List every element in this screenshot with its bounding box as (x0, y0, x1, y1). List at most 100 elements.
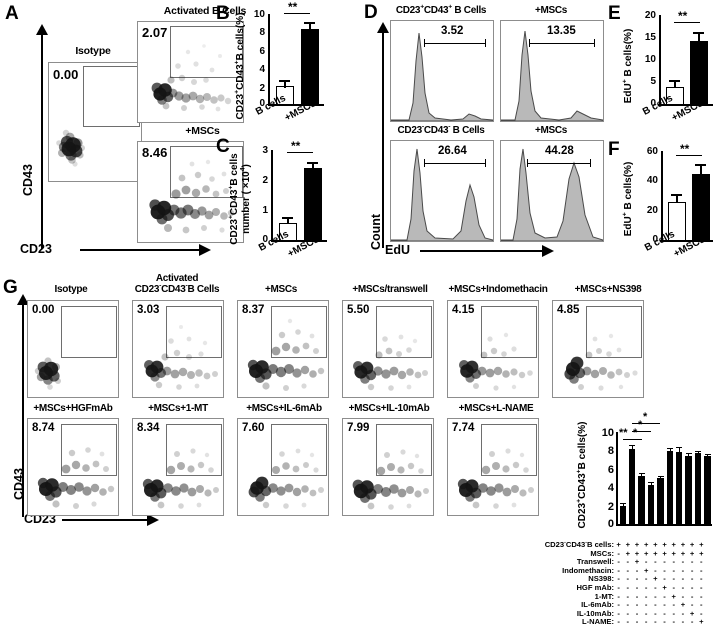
matrix-cell: + (680, 600, 686, 610)
matrix-cell: - (644, 608, 648, 618)
matrix-cell: - (700, 608, 703, 618)
panel-d-plot-1[interactable]: 13.35 (500, 20, 604, 122)
matrix-cell: - (672, 574, 675, 584)
matrix-cell: - (626, 565, 630, 575)
panel-g-plot-transwell[interactable]: 5.50 (342, 300, 434, 398)
errorbar-cap (704, 454, 711, 456)
panel-g-plot-indomethacin[interactable]: 4.15 (447, 300, 539, 398)
errorbar (660, 475, 662, 479)
panel-g-plot-ns398[interactable]: 4.85 (552, 300, 644, 398)
bar (675, 451, 683, 525)
panel-a-plot-1[interactable]: 2.07 (137, 21, 244, 123)
matrix-cell: + (671, 548, 676, 558)
matrix-cell: - (654, 557, 657, 567)
matrix-cell: + (653, 574, 658, 584)
panel-g-tick-10: 10 (601, 427, 614, 439)
matrix-cell: - (654, 600, 657, 610)
matrix-row-label: IL-6mAb: (581, 600, 614, 610)
panel-d-plot-1-title: +MSCs (534, 5, 568, 16)
panel-g-r1-1-value: 3.03 (137, 304, 160, 316)
errorbar-cap (620, 502, 626, 505)
matrix-row-label: MSCs: (590, 548, 614, 558)
matrix-cell: - (672, 582, 675, 592)
panel-d-plot-2-title: CD23-CD43- B Cells (397, 123, 485, 136)
matrix-cell: + (671, 591, 676, 601)
errorbar (631, 444, 634, 450)
matrix-cell: + (689, 540, 695, 549)
matrix-cell: - (681, 591, 685, 601)
panel-c-significance: ** (291, 139, 301, 153)
matrix-cell: - (635, 582, 639, 592)
panel-g-plot-isotype[interactable]: 0.00 (27, 300, 119, 398)
errorbar-cap (307, 162, 318, 164)
gate-region (166, 424, 222, 476)
bar (657, 477, 664, 525)
panel-letter-d: D (364, 2, 378, 23)
significance-bracket (284, 13, 310, 15)
panel-e-tick-15: 15 (644, 32, 656, 43)
gate-region (481, 306, 537, 358)
errorbar-cap (695, 164, 706, 166)
bar (694, 453, 702, 525)
matrix-cell: - (626, 600, 630, 610)
matrix-cell: - (654, 617, 657, 627)
errorbar (284, 80, 286, 88)
panel-g-sig-2: * (638, 419, 643, 431)
panel-d-plot-2-value: 26.64 (438, 145, 467, 157)
panel-g-plot-mscs[interactable]: 8.37 (237, 300, 329, 398)
panel-f-significance: ** (680, 142, 690, 156)
matrix-cell: - (663, 617, 666, 627)
panel-g-r1-4-title: +MSCs+Indomethacin (448, 284, 548, 295)
panel-g-condition-matrix: CD23-CD43-B cells: + + + + + + + + + + MSCs: - + + + + +… (524, 540, 715, 627)
panel-d-plot-3[interactable]: 44.28 (500, 140, 604, 242)
matrix-cell: - (617, 608, 620, 618)
matrix-cell: - (635, 591, 639, 601)
panel-g-r2-3-title: +MSCs+IL-10mAb (348, 403, 430, 414)
bar (628, 449, 636, 525)
panel-a-xaxis-label: CD23 (20, 242, 52, 256)
matrix-cell: - (690, 557, 694, 567)
panel-g-plot-il6mab[interactable]: 7.60 (237, 418, 329, 516)
panel-d-plot-2[interactable]: 26.64 (390, 140, 494, 242)
panel-g-plot-lname[interactable]: 7.74 (447, 418, 539, 516)
panel-g-plot-activated[interactable]: 3.03 (132, 300, 224, 398)
significance-bracket (632, 423, 661, 425)
panel-g-tick-4: 4 (607, 482, 614, 495)
panel-d-plot-0[interactable]: 3.52 (390, 20, 494, 122)
errorbar-cap (629, 444, 636, 447)
matrix-cell: + (616, 540, 621, 549)
matrix-row-label: 1-MT: (594, 591, 614, 601)
gate-region (170, 146, 243, 198)
errorbar (669, 447, 671, 452)
panel-g-plot-1mt[interactable]: 8.34 (132, 418, 224, 516)
matrix-cell: - (700, 600, 703, 610)
errorbar-cap (685, 453, 692, 455)
panel-g-ylabel: CD23+CD43+B cells(%) (575, 421, 588, 529)
panel-c-ylabel-2: number ( ×104) (239, 164, 252, 234)
matrix-cell: + (662, 540, 667, 549)
matrix-row: Indomethacin: - - - + - - - - - - (524, 565, 715, 576)
matrix-cell: - (681, 617, 685, 627)
matrix-cell: + (634, 548, 640, 558)
matrix-cell: - (644, 582, 648, 592)
panel-d-xaxis-label: EdU (385, 243, 410, 257)
matrix-row: HGF mAb: - - - - - + - - - - (524, 582, 715, 593)
matrix-cell: - (617, 591, 620, 601)
panel-g-plot-il10mab[interactable]: 7.99 (342, 418, 434, 516)
panel-a-plot-2[interactable]: 8.46 (137, 141, 244, 243)
panel-b-tick-6: 6 (259, 45, 265, 57)
panel-g-r2-0-value: 8.74 (32, 422, 55, 434)
panel-e-tick-20: 20 (644, 10, 656, 21)
panel-f-ylabel: EdU+ B cells(%) (621, 161, 634, 237)
matrix-cell: - (681, 557, 685, 567)
panel-g-plot-hgfmab[interactable]: 8.74 (27, 418, 119, 516)
matrix-cell: + (625, 540, 630, 549)
panel-d-plot-0-value: 3.52 (441, 25, 464, 37)
errorbar-cap (667, 447, 673, 449)
matrix-cell: + (689, 608, 695, 618)
panel-c-chart: 3 2 1 0 ** (253, 140, 329, 256)
matrix-row-label: Indomethacin: (562, 565, 614, 575)
errorbar (650, 482, 652, 486)
panel-g-yaxis-label: CD43 (12, 468, 26, 500)
panel-a-plot-0[interactable]: 0.00 (48, 62, 142, 182)
